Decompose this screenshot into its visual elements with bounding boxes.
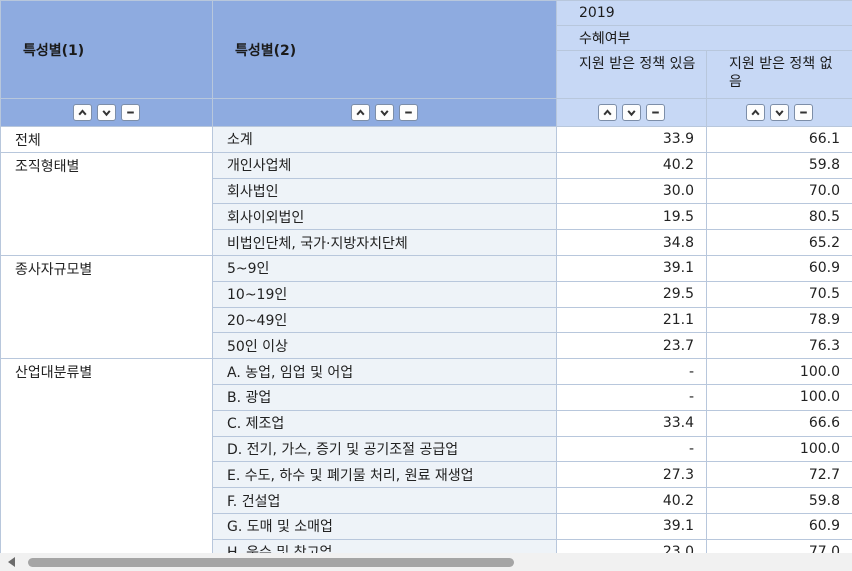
value-received-cell: - [556,383,707,411]
value-none-cell: 76.3 [705,332,852,360]
sort-descending-icon[interactable] [97,104,116,121]
table-row: D. 전기, 가스, 증기 및 공기조절 공급업 - 100.0 [1,435,852,463]
data-table-viewport[interactable]: 특성별(1) 특성별(2) 2019 수혜여부 지원 받은 정책 있음 지원 받… [0,0,852,553]
category-cell: 50인 이상 [212,332,557,360]
value-none-cell: 100.0 [705,435,852,463]
year-header: 2019 [555,0,852,26]
value-none-cell: 66.6 [705,409,852,437]
value-received-cell: 27.3 [556,461,707,489]
value-none-cell: 80.5 [705,203,852,231]
group-cell: 종사자규모별 [0,254,213,360]
table-row: F. 건설업 40.2 59.8 [1,487,852,514]
category-cell: 소계 [212,126,557,153]
collapse-minus-icon[interactable] [646,104,665,121]
category-cell: 비법인단체, 국가·지방자치단체 [212,229,557,256]
received-policy-header: 지원 받은 정책 있음 [556,50,707,99]
category-cell: A. 농업, 임업 및 어업 [212,358,557,385]
sort-ascending-icon[interactable] [746,104,765,121]
category-cell: 5~9인 [212,254,557,282]
value-received-cell: 29.5 [556,280,707,308]
value-received-cell: 34.8 [556,229,707,256]
category-cell: B. 광업 [212,383,557,411]
value-none-cell: 60.9 [705,254,852,282]
value-received-cell: 21.1 [556,306,707,334]
category-cell: 개인사업체 [212,151,557,179]
value-received-cell: 40.2 [556,487,707,514]
sort-ascending-icon[interactable] [598,104,617,121]
scrollbar-thumb[interactable] [28,558,514,567]
table-row: 20~49인 21.1 78.9 [1,306,852,334]
value-received-cell: 33.4 [556,409,707,437]
category-cell: 10~19인 [212,280,557,308]
group-cell: 조직형태별 [0,151,213,256]
group-cell: 산업대분류별 [0,358,213,553]
table-row: 회사법인 30.0 70.0 [1,177,852,205]
value-received-cell: 39.1 [556,254,707,282]
value-none-cell: 70.5 [705,280,852,308]
collapse-minus-icon[interactable] [794,104,813,121]
category-cell: 회사법인 [212,177,557,205]
sort-ascending-icon[interactable] [73,104,92,121]
value-received-cell: - [556,435,707,463]
category-cell: C. 제조업 [212,409,557,437]
collapse-minus-icon[interactable] [121,104,140,121]
sort-descending-icon[interactable] [770,104,789,121]
category-cell: D. 전기, 가스, 증기 및 공기조절 공급업 [212,435,557,463]
value-received-cell: 23.7 [556,332,707,360]
no-policy-header: 지원 받은 정책 없음 [705,50,852,99]
table-row: 비법인단체, 국가·지방자치단체 34.8 65.2 [1,229,852,256]
value-none-cell: 66.1 [705,126,852,153]
sort-descending-icon[interactable] [622,104,641,121]
category-cell: G. 도매 및 소매업 [212,512,557,540]
table-row: 회사이외법인 19.5 80.5 [1,203,852,231]
dimension-2-header[interactable]: 특성별(2) [212,0,557,99]
value-none-cell: 100.0 [705,383,852,411]
value-received-cell: 30.0 [556,177,707,205]
value-none-cell: 59.8 [705,487,852,514]
table-row: C. 제조업 33.4 66.6 [1,409,852,437]
value-received-cell: 33.9 [556,126,707,153]
value-received-cell: 19.5 [556,203,707,231]
value-none-cell: 72.7 [705,461,852,489]
value-received-cell: 40.2 [556,151,707,179]
table-row: B. 광업 - 100.0 [1,383,852,411]
table-row: 조직형태별 개인사업체 40.2 59.8 [0,151,852,256]
benefit-status-header: 수혜여부 [555,25,852,51]
table-row: 전체 소계 33.9 66.1 [0,126,852,153]
dimension-1-header[interactable]: 특성별(1) [0,0,213,99]
value-none-cell: 60.9 [705,512,852,540]
sort-controls-row [0,98,852,127]
value-received-cell: - [556,358,707,385]
value-none-cell: 78.9 [705,306,852,334]
value-none-cell: 100.0 [705,358,852,385]
horizontal-scrollbar[interactable] [0,553,852,571]
category-cell: 회사이외법인 [212,203,557,231]
value-none-cell: 77.0 [705,538,852,553]
category-cell: 20~49인 [212,306,557,334]
scroll-left-icon[interactable] [8,557,15,567]
value-none-cell: 65.2 [705,229,852,256]
category-cell: F. 건설업 [212,487,557,514]
statistics-table: 특성별(1) 특성별(2) 2019 수혜여부 지원 받은 정책 있음 지원 받… [0,0,852,553]
sort-descending-icon[interactable] [375,104,394,121]
category-cell: E. 수도, 하수 및 폐기물 처리, 원료 재생업 [212,461,557,489]
category-cell: H. 운수 및 창고업 [212,538,557,553]
value-none-cell: 70.0 [705,177,852,205]
table-row: G. 도매 및 소매업 39.1 60.9 [1,512,852,540]
value-received-cell: 39.1 [556,512,707,540]
collapse-minus-icon[interactable] [399,104,418,121]
table-row: 산업대분류별 A. 농업, 임업 및 어업 - 100.0 [0,358,852,553]
table-row: H. 운수 및 창고업 23.0 77.0 [1,538,852,553]
group-cell: 전체 [0,126,213,153]
table-row: 종사자규모별 5~9인 39.1 60.9 [0,254,852,360]
value-received-cell: 23.0 [556,538,707,553]
sort-ascending-icon[interactable] [351,104,370,121]
value-none-cell: 59.8 [705,151,852,179]
table-row: 10~19인 29.5 70.5 [1,280,852,308]
